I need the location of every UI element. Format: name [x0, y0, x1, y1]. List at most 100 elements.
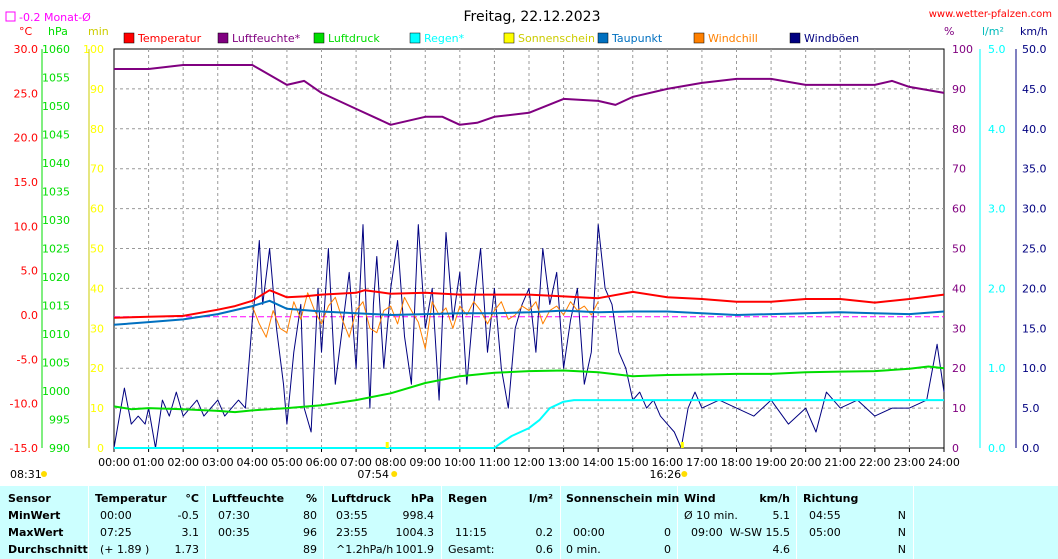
header-luftdruck: Luftdruck — [331, 492, 391, 505]
x-tick-label: 07:00 — [340, 456, 372, 469]
site-url: www.wetter-pfalzen.com — [929, 9, 1052, 20]
hpa-axis-tick: 1015 — [42, 300, 70, 313]
x-tick-label: 19:00 — [755, 456, 787, 469]
temp-axis-tick: 0.0 — [21, 309, 39, 322]
corner-time: 08:31 — [10, 468, 42, 481]
min-axis-tick: 20 — [90, 362, 104, 375]
column-divider — [796, 486, 797, 559]
x-tick-label: 20:00 — [790, 456, 822, 469]
header-rain-unit: l/m² — [528, 492, 553, 505]
wind-time: Ø 10 min. — [684, 509, 738, 522]
x-tick-label: 06:00 — [306, 456, 338, 469]
pct-axis-tick: 0 — [952, 442, 959, 455]
min-axis-tick: 50 — [90, 243, 104, 256]
wind-axis-tick: 45.0 — [1022, 83, 1047, 96]
column-divider — [677, 486, 678, 559]
weather-chart: 00:00 01:00 02:00 03:00 04:00 05:00 06:00 07:00… — [5, 9, 1052, 481]
temp-axis-tick: 30.0 — [14, 43, 39, 56]
pct-axis-tick: 30 — [952, 322, 966, 335]
rain-value: 0.6 — [535, 543, 554, 556]
hpa-axis-tick: 1000 — [42, 385, 70, 398]
hpa-axis-tick: 1005 — [42, 357, 70, 370]
wind-axis-tick: 20.0 — [1022, 282, 1047, 295]
x-tick-label: 23:00 — [894, 456, 926, 469]
min-axis-tick: 60 — [90, 203, 104, 216]
wind-unit-label: km/h — [1020, 25, 1048, 38]
hpa-axis-tick: 1030 — [42, 214, 70, 227]
series-line-temperatur — [113, 289, 945, 319]
min-axis-tick: 70 — [90, 163, 104, 176]
x-tick-label: 14:00 — [582, 456, 614, 469]
rain-axis-tick: 5.0 — [988, 43, 1006, 56]
x-tick-label: 01:00 — [133, 456, 165, 469]
wind-value: 5.1 — [772, 509, 791, 522]
hum-time: 00:35 — [218, 526, 250, 539]
series-line-luftfeuchte — [114, 64, 945, 126]
hpa-axis-tick: 990 — [49, 442, 70, 455]
legend-swatch — [503, 32, 515, 44]
legend-label: Taupunkt — [611, 32, 663, 45]
wind-value: 4.6 — [772, 543, 791, 556]
wind-axis-tick: 0.0 — [1022, 442, 1040, 455]
min-axis-tick: 0 — [97, 442, 104, 455]
hum-value: 96 — [303, 526, 317, 539]
pct-axis-tick: 60 — [952, 203, 966, 216]
monat-label: -0.2 Monat-Ø — [19, 11, 91, 24]
dir-time: 05:00 — [809, 526, 841, 539]
hpa-axis-tick: 1025 — [42, 243, 70, 256]
header-hum-unit: % — [305, 492, 317, 505]
column-divider — [913, 486, 914, 559]
monat-legend-box — [5, 11, 16, 22]
hpa-axis-tick: 1010 — [42, 328, 70, 341]
wind-axis-tick: 50.0 — [1022, 43, 1047, 56]
sunrise-time: 07:54 — [357, 468, 389, 481]
min-unit-label: min — [88, 25, 109, 38]
pct-axis-tick: 100 — [952, 43, 973, 56]
wind-axis-tick: 40.0 — [1022, 123, 1047, 136]
legend-swatch — [123, 32, 135, 44]
hpa-axis-tick: 1035 — [42, 186, 70, 199]
hpa-axis-tick: 1055 — [42, 72, 70, 85]
temp-axis-tick: -15.0 — [10, 442, 38, 455]
x-tick-label: 12:00 — [513, 456, 545, 469]
series-line-luftdruck — [113, 365, 945, 414]
dir-value: N — [897, 526, 906, 539]
sun-time: 00:00 — [573, 526, 605, 539]
row-label: MinWert — [8, 509, 61, 522]
temp-value: -0.5 — [177, 509, 199, 522]
hpa-axis-tick: 1040 — [42, 157, 70, 170]
press-value: 1001.9 — [395, 543, 435, 556]
sun-value: 0 — [664, 526, 671, 539]
header-sensor: Sensor — [8, 492, 51, 505]
header-sonnenschein: Sonnenschein min — [566, 492, 680, 505]
legend-label: Windchill — [708, 32, 758, 45]
x-tick-label: 02:00 — [167, 456, 199, 469]
header-temperatur: Temperatur — [95, 492, 167, 505]
rain-axis-tick: 1.0 — [988, 362, 1006, 375]
legend-label: Sonnenschein — [518, 32, 595, 45]
temp-unit-label: °C — [19, 25, 33, 38]
hum-value: 80 — [303, 509, 317, 522]
rain-unit-label: l/m² — [982, 25, 1004, 38]
temp-value: 1.73 — [174, 543, 200, 556]
wind-axis-tick: 15.0 — [1022, 322, 1047, 335]
x-tick-label: 00:00 — [98, 456, 130, 469]
legend-swatch — [693, 32, 705, 44]
column-divider — [205, 486, 206, 559]
row-label: Durchschnitt — [8, 543, 88, 556]
wind-axis-tick: 25.0 — [1022, 243, 1047, 256]
pct-axis-tick: 90 — [952, 83, 966, 96]
legend-label: Regen* — [424, 32, 465, 45]
wind-axis-tick: 35.0 — [1022, 163, 1047, 176]
sun-time: 0 min. — [566, 543, 601, 556]
min-axis-tick: 40 — [90, 282, 104, 295]
press-time: 03:55 — [336, 509, 368, 522]
temp-axis-tick: -10.0 — [10, 398, 38, 411]
sunset-time: 16:26 — [649, 468, 681, 481]
header-luftfeuchte: Luftfeuchte — [212, 492, 285, 505]
dir-time: 04:55 — [809, 509, 841, 522]
wind-time: 09:00 — [691, 526, 723, 539]
sun-icon — [681, 471, 688, 477]
temp-axis-tick: 20.0 — [14, 132, 39, 145]
stats-table: Sensor Temperatur °C Luftfeuchte% Luftdruck h… — [0, 486, 1058, 559]
